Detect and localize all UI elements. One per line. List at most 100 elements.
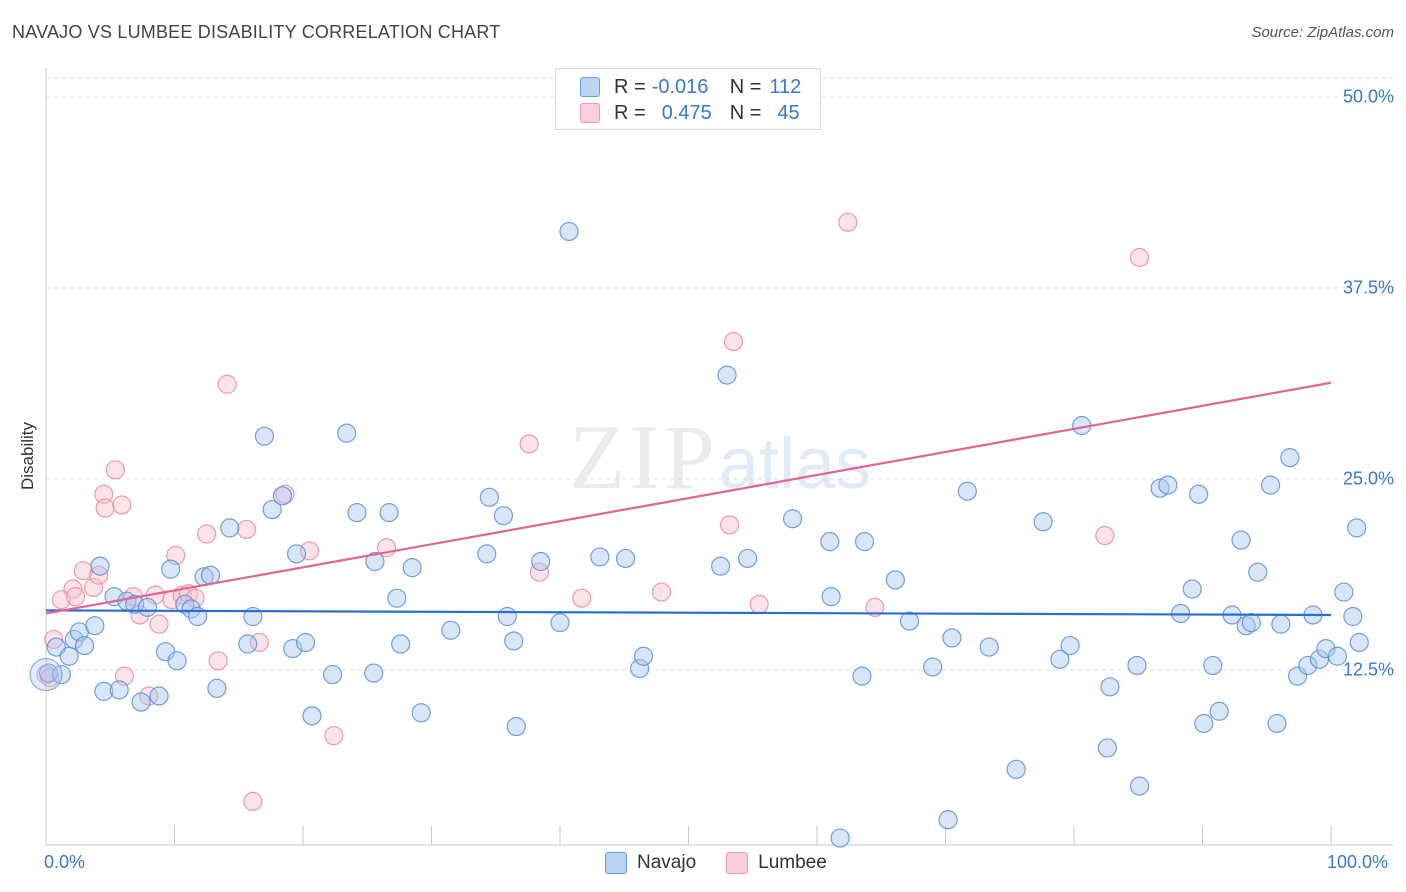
navajo-point bbox=[411, 703, 431, 723]
navajo-point bbox=[923, 657, 943, 677]
navajo-point bbox=[90, 556, 110, 576]
navajo-point bbox=[1158, 475, 1178, 495]
navajo-point bbox=[379, 503, 399, 523]
r-label: R = bbox=[614, 75, 646, 98]
navajo-point bbox=[137, 597, 158, 617]
chart-title: NAVAJO VS LUMBEE DISABILITY CORRELATION … bbox=[12, 22, 501, 42]
navajo-point bbox=[1327, 646, 1348, 666]
stats-legend: R = -0.016 N = 112 R = 0.475 N = 45 bbox=[555, 68, 821, 130]
navajo-point bbox=[830, 828, 850, 848]
lumbee-point bbox=[749, 594, 769, 614]
lumbee-point bbox=[94, 484, 114, 504]
lumbee-point bbox=[112, 495, 132, 515]
navajo-point bbox=[1343, 606, 1363, 627]
lumbee-swatch bbox=[580, 103, 600, 123]
navajo-point bbox=[1100, 677, 1120, 697]
watermark: ZIPatlas bbox=[569, 406, 871, 508]
y-axis-label: Disability bbox=[18, 421, 37, 491]
navajo-point bbox=[615, 548, 636, 569]
navajo-point bbox=[59, 646, 79, 666]
lumbee-point bbox=[651, 582, 672, 602]
source-label: Source: ZipAtlas.com bbox=[1251, 24, 1394, 41]
navajo-point bbox=[1236, 616, 1256, 636]
navajo-point bbox=[1150, 478, 1170, 498]
y-tick-label: 37.5% bbox=[1342, 277, 1394, 298]
navajo-point bbox=[295, 632, 316, 653]
lumbee-point bbox=[65, 587, 86, 607]
lumbee-point bbox=[217, 374, 237, 394]
navajo-point bbox=[899, 611, 920, 631]
navajo-point bbox=[302, 706, 322, 726]
navajo-point bbox=[782, 509, 803, 529]
lumbee-point bbox=[865, 597, 885, 617]
navajo-point bbox=[364, 663, 384, 683]
navajo-point bbox=[550, 613, 570, 633]
navajo-point bbox=[506, 716, 526, 737]
navajo-point bbox=[1280, 448, 1300, 468]
navajo-point bbox=[1231, 530, 1251, 550]
navajo-point bbox=[1209, 701, 1229, 721]
navajo-point bbox=[337, 423, 357, 443]
lumbee-point bbox=[720, 515, 740, 535]
lumbee-point bbox=[197, 524, 217, 544]
navajo-point bbox=[559, 221, 579, 242]
navajo-point bbox=[1182, 579, 1202, 599]
navajo-point bbox=[286, 544, 307, 564]
legend-item-navajo: Navajo bbox=[605, 852, 696, 874]
navajo-point bbox=[1033, 512, 1053, 532]
navajo-point bbox=[181, 599, 201, 619]
navajo-point bbox=[1189, 484, 1209, 504]
navajo-point bbox=[942, 628, 962, 648]
lumbee-point bbox=[95, 498, 115, 518]
n-label: N = bbox=[729, 75, 762, 98]
series-legend: Navajo Lumbee bbox=[605, 852, 857, 874]
n-label: N = bbox=[729, 101, 762, 124]
navajo-point bbox=[717, 365, 737, 385]
lumbee-point bbox=[572, 588, 592, 608]
navajo-point bbox=[1194, 713, 1214, 734]
navajo-point bbox=[74, 635, 95, 656]
navajo-point bbox=[979, 637, 999, 657]
navajo-point bbox=[1129, 776, 1150, 796]
navajo-point bbox=[85, 616, 105, 636]
navajo-point bbox=[738, 548, 758, 569]
lumbee-point bbox=[63, 579, 83, 599]
navajo-point bbox=[220, 518, 240, 538]
navajo-point bbox=[821, 587, 841, 607]
legend-label-lumbee: Lumbee bbox=[758, 852, 827, 873]
legend-row-lumbee: R = 0.475 N = 45 bbox=[580, 101, 800, 125]
navajo-point bbox=[711, 556, 731, 576]
navajo-point bbox=[820, 532, 840, 552]
lumbee-point bbox=[723, 331, 744, 352]
lumbee-point bbox=[519, 434, 539, 454]
navajo-point bbox=[531, 551, 551, 572]
navajo-point bbox=[167, 651, 187, 671]
lumbee-point bbox=[83, 577, 104, 598]
y-tick-label: 12.5% bbox=[1342, 659, 1394, 680]
lumbee-point bbox=[139, 686, 159, 706]
navajo-point bbox=[441, 620, 461, 640]
lumbee-point bbox=[185, 588, 205, 608]
navajo-point bbox=[1248, 562, 1268, 582]
navajo-point bbox=[347, 503, 367, 523]
navajo-point bbox=[1050, 649, 1070, 669]
navajo-point bbox=[630, 658, 650, 679]
navajo-point bbox=[1347, 518, 1367, 538]
navajo-point bbox=[1349, 632, 1369, 653]
axes bbox=[45, 68, 1393, 846]
lumbee-point bbox=[236, 519, 257, 540]
navajo-point bbox=[477, 544, 497, 564]
lumbee-point bbox=[208, 651, 228, 671]
lumbee-point bbox=[1095, 525, 1115, 546]
y-tick-label: 25.0% bbox=[1342, 468, 1394, 489]
n-value: 45 bbox=[777, 101, 800, 124]
navajo-point bbox=[479, 487, 499, 507]
navajo-swatch bbox=[605, 852, 627, 874]
navajo-point bbox=[365, 551, 385, 572]
lumbee-trend-line bbox=[45, 381, 1332, 615]
navajo-swatch bbox=[580, 77, 600, 97]
navajo-point-cluster bbox=[29, 657, 63, 692]
navajo-point bbox=[200, 565, 221, 585]
navajo-point bbox=[1298, 655, 1318, 676]
